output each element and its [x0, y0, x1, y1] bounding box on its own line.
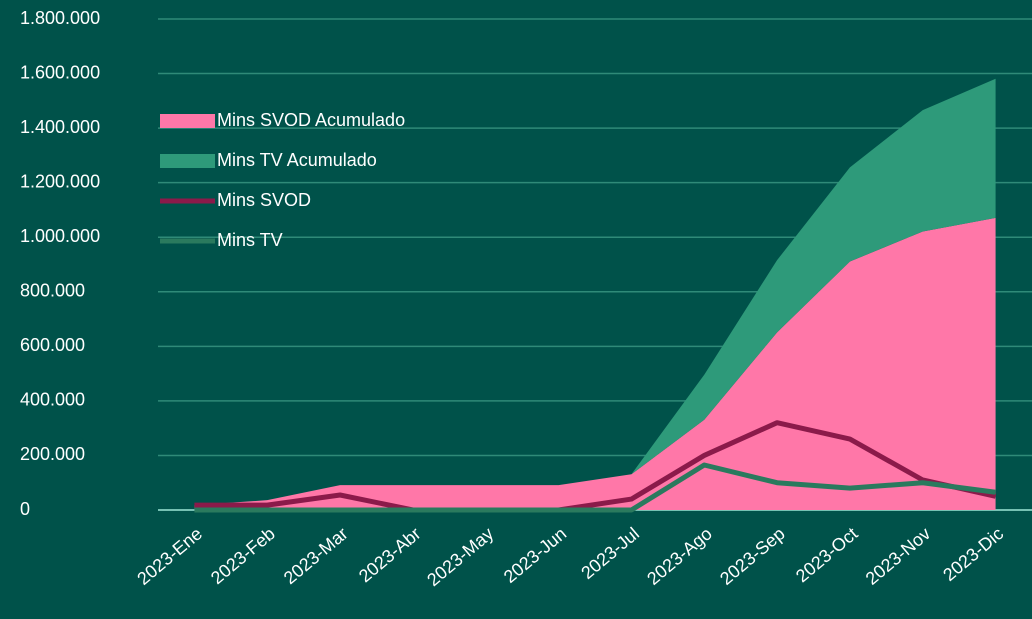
area — [194, 78, 996, 506]
y-tick-label: 800.000 — [20, 281, 85, 301]
legend-swatch — [160, 114, 215, 128]
legend-label: Mins SVOD — [217, 190, 311, 210]
y-tick-label: 200.000 — [20, 444, 85, 464]
y-tick-label: 1.000.000 — [20, 226, 100, 246]
legend-label: Mins TV Acumulado — [217, 150, 377, 170]
y-tick-label: 400.000 — [20, 390, 85, 410]
legend-label: Mins SVOD Acumulado — [217, 110, 405, 130]
y-tick-label: 0 — [20, 499, 30, 519]
line — [194, 462, 996, 513]
y-tick-label: 1.400.000 — [20, 117, 100, 137]
y-tick-label: 600.000 — [20, 335, 85, 355]
legend-swatch — [160, 154, 215, 168]
area — [194, 217, 996, 511]
y-tick-label: 1.800.000 — [20, 8, 100, 28]
legend-label: Mins TV — [217, 230, 283, 250]
y-tick-label: 1.200.000 — [20, 171, 100, 191]
y-tick-label: 1.600.000 — [20, 62, 100, 82]
line — [194, 420, 997, 513]
